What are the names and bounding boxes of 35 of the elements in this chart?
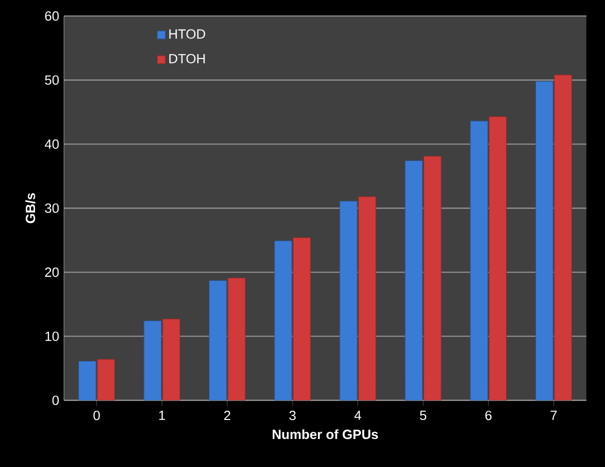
y-tick-label: 40 — [44, 139, 59, 149]
bar — [470, 120, 488, 400]
bar — [340, 200, 358, 400]
bar — [274, 240, 292, 400]
legend-label: DTOH — [169, 54, 205, 64]
x-tick-label: 4 — [354, 410, 362, 420]
bar — [162, 318, 180, 400]
bar — [228, 278, 246, 400]
bar — [292, 237, 311, 400]
bar — [488, 116, 507, 400]
bar — [144, 320, 162, 400]
bar — [404, 160, 423, 400]
x-tick-label: 2 — [224, 410, 230, 420]
bar — [97, 359, 115, 400]
x-tick-label: 1 — [159, 410, 166, 420]
x-tick-label: 7 — [550, 410, 557, 420]
bar — [535, 81, 554, 400]
bar — [424, 156, 442, 400]
y-tick-label: 10 — [45, 332, 59, 341]
x-tick-label: 6 — [485, 410, 492, 420]
x-tick-label: 0 — [93, 410, 100, 420]
bar — [208, 280, 227, 400]
bar — [358, 196, 376, 400]
bar — [78, 360, 96, 400]
y-tick-label: 50 — [45, 75, 59, 85]
x-axis-title: Number of GPUs — [272, 429, 378, 440]
x-tick-label: 3 — [289, 410, 296, 420]
x-tick-label: 5 — [420, 410, 426, 420]
y-tick-label: 30 — [44, 203, 59, 213]
legend-label: HTOD — [169, 29, 206, 39]
y-tick-label: 20 — [45, 268, 59, 277]
y-axis-title: GB/s — [25, 193, 36, 224]
bar — [554, 74, 572, 400]
y-tick-label: 0 — [52, 396, 59, 406]
y-tick-label: 60 — [45, 11, 59, 21]
